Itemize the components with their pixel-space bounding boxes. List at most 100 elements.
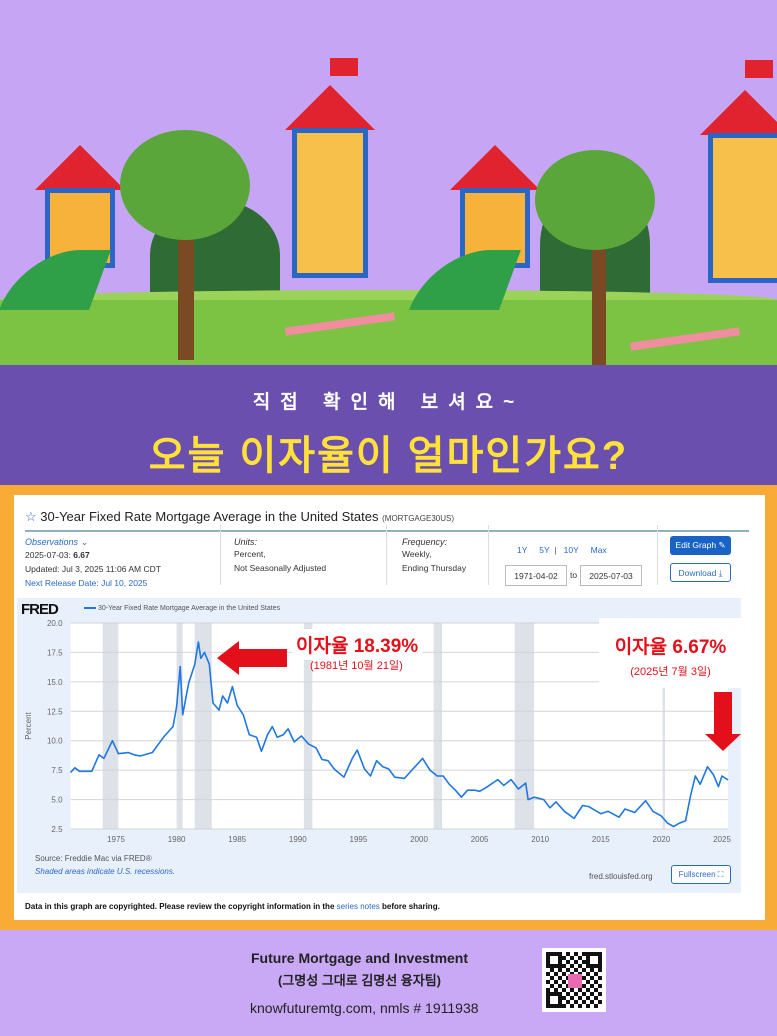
- divider: [657, 525, 658, 585]
- flag: [330, 58, 358, 76]
- y-tick-label: 17.5: [47, 648, 63, 657]
- house-roof: [700, 90, 777, 135]
- qr-code[interactable]: [542, 948, 606, 1012]
- units-label: Units:: [234, 537, 258, 547]
- x-tick-label: 1985: [228, 835, 246, 844]
- current-rate-annotation: 이자율 6.67%: [614, 637, 727, 658]
- end-date-input[interactable]: 2025-07-03: [580, 565, 642, 586]
- x-tick-label: 2025: [713, 835, 731, 844]
- copyright-note: Data in this graph are copyrighted. Plea…: [25, 902, 440, 911]
- series-title-text: 30-Year Fixed Rate Mortgage Average in t…: [40, 509, 379, 524]
- y-tick-label: 7.5: [51, 766, 63, 775]
- to-label: to: [570, 570, 578, 580]
- house-roof: [35, 145, 125, 190]
- divider: [386, 525, 387, 585]
- x-tick-label: 2020: [653, 835, 671, 844]
- current-date-annotation: (2025년 7월 3일): [630, 666, 711, 678]
- tree: [120, 130, 250, 240]
- fullscreen-icon: ⛶: [717, 870, 724, 879]
- range-5y[interactable]: 5Y: [539, 545, 550, 555]
- range-1y[interactable]: 1Y: [517, 545, 528, 555]
- house-roof: [450, 145, 540, 190]
- y-tick-label: 20.0: [47, 619, 63, 628]
- range-max[interactable]: Max: [590, 545, 607, 555]
- y-tick-label: 15.0: [47, 678, 63, 687]
- x-tick-label: 2010: [531, 835, 549, 844]
- x-tick-label: 1975: [107, 835, 125, 844]
- fred-card: ☆ 30-Year Fixed Rate Mortgage Average in…: [14, 495, 765, 920]
- peak-rate-annotation: 이자율 18.39%: [292, 629, 423, 660]
- y-tick-label: 2.5: [51, 825, 63, 834]
- footer: Future Mortgage and Investment (그명성 그대로 …: [0, 930, 777, 1036]
- series-id: (MORTGAGE30US): [382, 514, 454, 523]
- start-date-input[interactable]: 1971-04-02: [505, 565, 567, 586]
- fred-logo: FRED: [21, 601, 59, 618]
- legend-line-swatch: [84, 607, 96, 610]
- arrow-down-icon: [705, 692, 741, 751]
- frequency-label: Frequency:: [402, 537, 448, 547]
- recession-band: [662, 623, 666, 829]
- recession-note: Shaded areas indicate U.S. recessions.: [35, 867, 176, 876]
- frequency-value: Weekly,: [402, 549, 432, 559]
- peak-date-annotation: (1981년 10월 21일): [310, 660, 403, 672]
- divider: [220, 525, 221, 585]
- next-release-link[interactable]: Next Release Date: Jul 10, 2025: [25, 578, 148, 588]
- latest-observation: 2025-07-03: 6.67: [25, 550, 90, 560]
- recession-band: [176, 623, 183, 829]
- fred-site-link[interactable]: fred.stlouisfed.org: [589, 872, 653, 881]
- house-roof: [285, 85, 375, 130]
- legend-label: 30-Year Fixed Rate Mortgage Average in t…: [97, 605, 281, 612]
- recession-band: [303, 623, 313, 829]
- tree: [535, 150, 655, 250]
- team-name: (그명성 그대로 김명선 융자팀): [278, 973, 442, 988]
- divider: [488, 525, 489, 585]
- headline-band: 직접 확인해 보셔요~ 오늘 이자율이 얼마인가요?: [0, 365, 777, 485]
- headline: 오늘 이자율이 얼마인가요?: [148, 434, 629, 478]
- x-tick-label: 1990: [289, 835, 307, 844]
- flag: [745, 60, 773, 78]
- arrow-left-icon: [217, 641, 287, 675]
- subtitle: 직접 확인해 보셔요~: [252, 392, 525, 413]
- source-text: Source: Freddie Mac via FRED®: [35, 854, 152, 863]
- series-title: ☆ 30-Year Fixed Rate Mortgage Average in…: [25, 509, 454, 525]
- download-icon: ⤓: [718, 568, 723, 578]
- x-tick-label: 1980: [168, 835, 186, 844]
- fullscreen-button[interactable]: Fullscreen ⛶: [671, 865, 731, 884]
- playground-illustration: [0, 0, 777, 365]
- y-tick-label: 10.0: [47, 737, 63, 746]
- x-tick-label: 2015: [592, 835, 610, 844]
- updated-text: Updated: Jul 3, 2025 11:06 AM CDT: [25, 564, 161, 574]
- tree-trunk: [178, 210, 194, 360]
- observations-dropdown[interactable]: Observations ⌄: [25, 537, 89, 547]
- frequency-value-2: Ending Thursday: [402, 563, 467, 573]
- recession-band: [433, 623, 443, 829]
- x-tick-label: 1995: [350, 835, 368, 844]
- current-rate-box: 이자율 6.67% (2025년 7월 3일): [599, 618, 742, 688]
- company-name: Future Mortgage and Investment: [251, 950, 469, 966]
- recession-band: [102, 623, 119, 829]
- range-10y[interactable]: 10Y: [563, 545, 579, 555]
- x-tick-label: 2005: [471, 835, 489, 844]
- star-icon[interactable]: ☆: [25, 509, 37, 524]
- tree-trunk: [592, 220, 606, 365]
- chart-legend: 30-Year Fixed Rate Mortgage Average in t…: [84, 605, 280, 612]
- contact-info[interactable]: knowfuturemtg.com, nmls # 1911938: [250, 1000, 479, 1016]
- download-button[interactable]: Download ⤓: [670, 563, 731, 582]
- series-line: [70, 641, 729, 828]
- units-value-2: Not Seasonally Adjusted: [234, 563, 327, 573]
- y-tick-label: 12.5: [47, 707, 63, 716]
- x-tick-label: 2000: [410, 835, 428, 844]
- grass: [0, 300, 777, 365]
- chevron-down-icon: ⌄: [80, 537, 89, 547]
- y-axis-label: Percent: [24, 711, 33, 739]
- title-divider: [25, 530, 749, 532]
- play-tower: [292, 128, 368, 278]
- edit-icon: ✎: [718, 540, 726, 550]
- y-tick-label: 5.0: [51, 796, 63, 805]
- play-tower: [708, 133, 777, 283]
- units-value: Percent,: [234, 549, 266, 559]
- series-notes-link[interactable]: series notes: [336, 902, 380, 911]
- edit-graph-button[interactable]: Edit Graph ✎: [670, 536, 731, 555]
- recession-band: [514, 623, 535, 829]
- recession-band: [194, 623, 212, 829]
